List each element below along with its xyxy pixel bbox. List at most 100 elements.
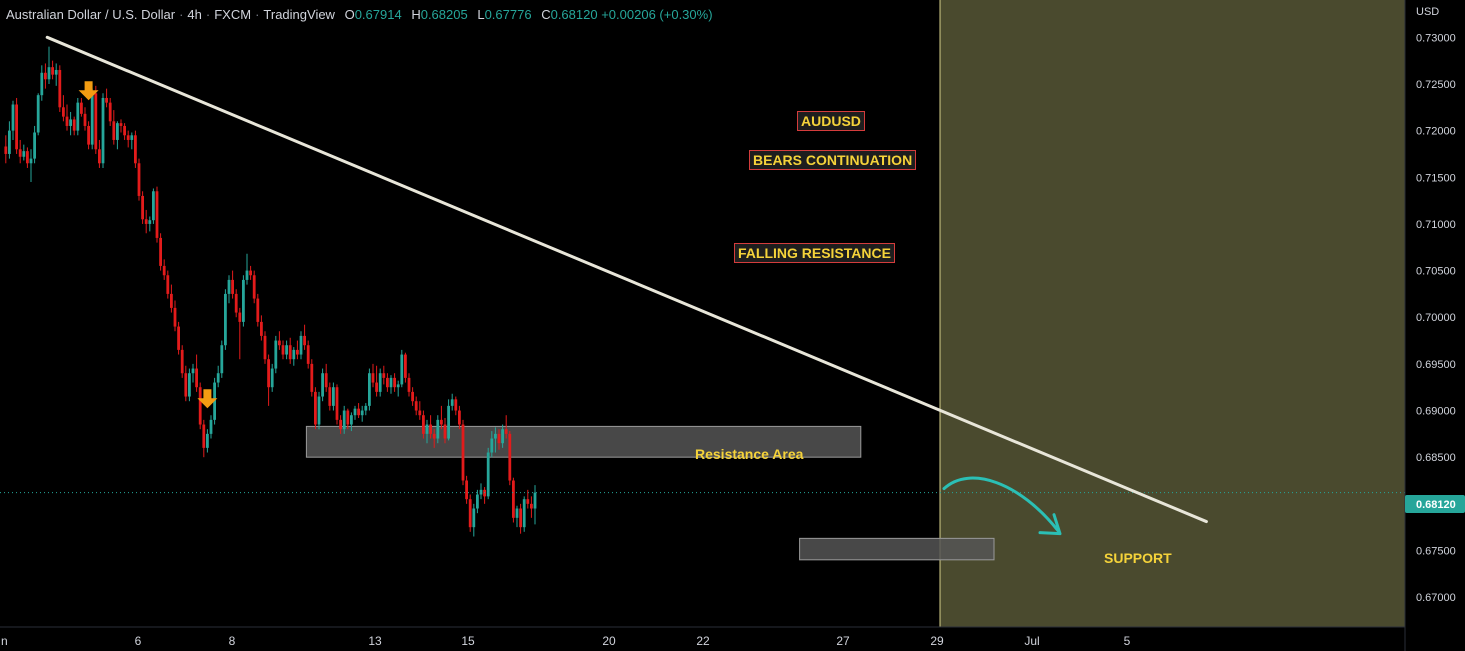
price-tick-label: 0.72000 [1416, 126, 1456, 138]
candle [195, 354, 198, 392]
candle [166, 270, 170, 299]
candle [65, 104, 69, 131]
candle [299, 331, 303, 360]
candle [148, 216, 152, 232]
candle [234, 289, 238, 318]
candle [231, 270, 234, 299]
bias-label: BEARS CONTINUATION [749, 150, 917, 170]
symbol-name[interactable]: Australian Dollar / U.S. Dollar [6, 7, 176, 22]
candle [62, 95, 65, 122]
time-tick-label: 22 [696, 634, 710, 648]
candle [270, 363, 274, 392]
candle [51, 60, 54, 80]
forecast-arrow[interactable] [942, 476, 1062, 536]
candle [245, 253, 249, 285]
high-value: 0.68205 [420, 7, 468, 22]
candle [332, 382, 335, 411]
candle [260, 315, 263, 341]
candle [494, 427, 497, 453]
candle [80, 97, 83, 117]
candle [141, 191, 144, 224]
candle [105, 88, 108, 108]
candle [252, 270, 256, 304]
open-value: 0.67914 [354, 7, 402, 22]
candle [202, 419, 206, 458]
candle [335, 384, 339, 425]
time-axis[interactable]: n 6 8 13 15 20 22 27 29 Jul 5 [0, 626, 1405, 648]
falling-trendline[interactable] [45, 35, 1208, 524]
time-tick-label: 20 [602, 634, 616, 648]
candle [8, 121, 11, 159]
candle [134, 130, 137, 168]
time-tick-label: 8 [229, 634, 236, 648]
candle [414, 396, 418, 416]
candle [526, 489, 530, 509]
candle [522, 496, 526, 532]
resistance-zone[interactable] [305, 425, 862, 458]
time-tick-label: Jul [1024, 634, 1039, 648]
time-tick-label: 5 [1124, 634, 1131, 648]
price-badge-label: 0.68120 [1416, 499, 1456, 511]
candle [256, 293, 260, 327]
candle [350, 412, 353, 432]
time-tick-label: 6 [135, 634, 142, 648]
candle [54, 63, 58, 86]
candle [476, 489, 479, 514]
change-value: +0.00206 (+0.30%) [601, 7, 713, 22]
price-tick-label: 0.68500 [1416, 452, 1456, 464]
candle [112, 110, 116, 145]
resistance-zone-label: Resistance Area [695, 446, 804, 462]
candle [292, 347, 296, 366]
zones-layer [305, 425, 995, 561]
candle [504, 415, 508, 439]
price-tick-label: 0.70000 [1416, 312, 1456, 324]
candle [512, 477, 515, 523]
candle [126, 130, 130, 148]
candle [324, 363, 328, 392]
candle [357, 403, 360, 418]
price-tick-label: 0.71000 [1416, 219, 1456, 231]
candle [317, 391, 321, 430]
candle [461, 419, 465, 486]
candle [364, 403, 368, 416]
down-arrow-icon [78, 81, 99, 101]
candle [425, 419, 429, 444]
price-tick-label: 0.70500 [1416, 266, 1456, 278]
candle [314, 387, 317, 430]
candle [263, 331, 267, 364]
candle [76, 97, 80, 136]
time-tick-label: 27 [836, 634, 850, 648]
candle [407, 373, 411, 397]
price-badge: 0.68120 [1405, 495, 1465, 513]
candle [436, 415, 440, 444]
candle [360, 405, 364, 422]
markers-layer [78, 81, 218, 409]
candle [497, 429, 501, 450]
candle [479, 483, 483, 500]
candles-layer [4, 46, 537, 537]
candle [288, 337, 292, 364]
candle [101, 93, 105, 168]
price-tick-label: 0.67500 [1416, 545, 1456, 557]
time-tick-label: 15 [461, 634, 475, 648]
candle [83, 107, 87, 131]
price-axis[interactable]: 0.73000 0.72500 0.72000 0.71500 0.71000 0.705… [1404, 0, 1465, 651]
candle [450, 393, 454, 411]
support-zone[interactable] [799, 537, 995, 561]
candle [285, 340, 288, 360]
candle [177, 321, 180, 355]
candle [429, 415, 432, 439]
candle [342, 405, 346, 434]
time-tick-label: 29 [930, 634, 944, 648]
interval[interactable]: 4h [187, 7, 202, 22]
candle [198, 382, 202, 430]
candle [227, 275, 231, 304]
candle [530, 496, 533, 518]
candle [58, 65, 62, 112]
candle [310, 359, 314, 397]
candle [130, 132, 134, 150]
candle [382, 365, 386, 385]
candle [490, 431, 494, 458]
exchange: FXCM [214, 7, 252, 22]
